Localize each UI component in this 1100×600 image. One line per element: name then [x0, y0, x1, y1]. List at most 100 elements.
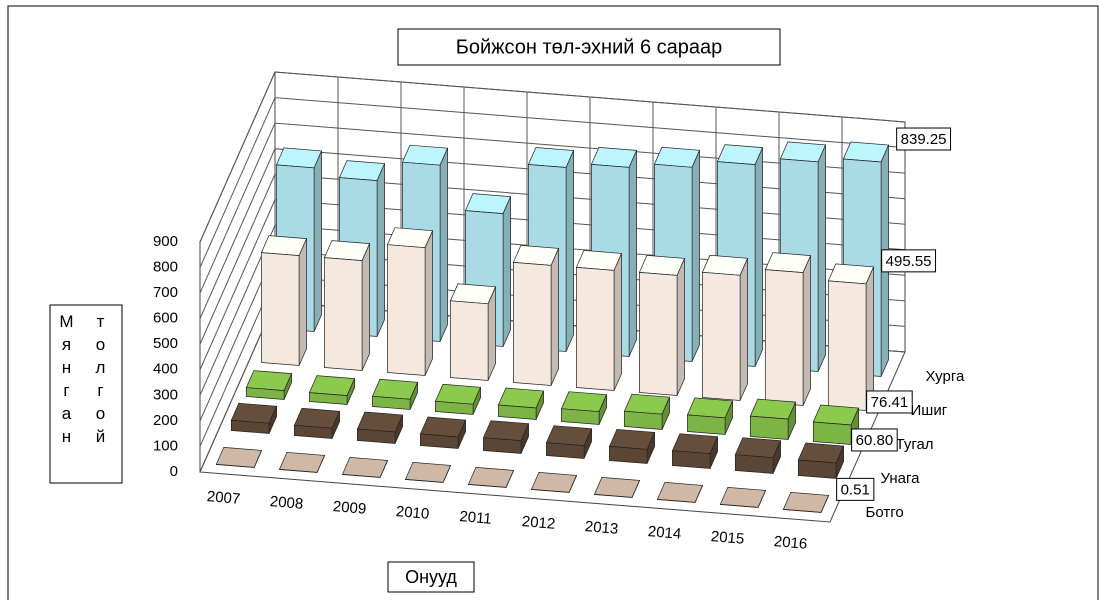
bar-front — [531, 489, 570, 493]
y-tick-label: 200 — [153, 412, 178, 429]
bar-front — [639, 272, 678, 396]
value-label: 495.55 — [886, 253, 932, 270]
grid-line — [199, 71, 906, 243]
bar-side — [313, 150, 322, 332]
bar-top — [608, 429, 656, 450]
bar-front — [450, 300, 489, 381]
bar — [608, 429, 656, 464]
bar-front — [245, 387, 285, 400]
bar-front — [827, 280, 867, 411]
y-tick-label: 700 — [153, 284, 178, 301]
grid-line — [199, 97, 906, 268]
bar — [764, 252, 812, 406]
bar-side — [550, 248, 559, 386]
series-label: Тугал — [896, 436, 934, 453]
chart-border — [7, 5, 1099, 600]
bar-front — [261, 252, 300, 366]
bar-front — [435, 400, 474, 415]
x-tick-label: 2010 — [395, 503, 430, 523]
bar-top — [497, 387, 545, 409]
bar-front — [279, 469, 318, 473]
bar — [623, 393, 671, 430]
bar-top — [386, 227, 434, 249]
x-tick-label: 2013 — [584, 518, 619, 538]
bar-top — [686, 397, 734, 419]
bar-top — [278, 452, 326, 473]
bar-top — [779, 141, 827, 163]
bar-side — [376, 163, 385, 337]
bar-side — [691, 150, 700, 362]
bar-top — [449, 283, 497, 305]
bar-top — [623, 393, 671, 415]
bar-front — [309, 392, 348, 405]
bar-top — [530, 472, 578, 493]
bar-top — [749, 398, 797, 420]
bar-top — [371, 378, 419, 400]
bar-top — [260, 235, 308, 256]
bar-top — [782, 492, 830, 513]
bar-front — [324, 257, 363, 371]
value-label: 76.41 — [871, 394, 909, 411]
bar-top — [308, 375, 356, 396]
bar — [341, 457, 389, 478]
bar-side — [754, 147, 763, 367]
bar-side — [361, 243, 370, 371]
bar-top — [575, 250, 623, 271]
bar — [260, 235, 308, 366]
bar — [434, 383, 482, 415]
bar-front — [513, 262, 552, 386]
bar-top — [467, 467, 515, 488]
y-tick-label: 300 — [153, 386, 178, 403]
bar-front — [576, 267, 615, 391]
bar-top — [719, 487, 767, 508]
bar — [449, 283, 497, 381]
bar — [656, 482, 704, 503]
value-label-box — [881, 249, 937, 273]
bar-front — [405, 479, 444, 483]
x-tick-label: 2009 — [332, 498, 367, 518]
bar-front — [797, 459, 837, 479]
bar — [638, 255, 686, 396]
y-tick-label: 100 — [153, 437, 178, 454]
bar-top — [842, 141, 890, 163]
series-label: Ботго — [866, 504, 904, 521]
bar-side — [865, 266, 874, 411]
bar-top — [593, 477, 641, 498]
bar-top — [638, 255, 686, 276]
bar — [797, 442, 845, 479]
bar — [782, 492, 830, 513]
bar-top — [482, 420, 530, 442]
y-axis-label: Мянган — [57, 312, 76, 450]
bar-top — [293, 407, 341, 429]
value-label: 0.51 — [841, 481, 870, 498]
bar-front — [420, 433, 459, 449]
bar — [734, 437, 782, 474]
bar-front — [764, 269, 804, 406]
bar-side — [628, 150, 637, 357]
bar-top — [827, 263, 875, 285]
bar — [467, 467, 515, 488]
bar-front — [812, 421, 852, 445]
bar — [530, 472, 578, 493]
bar — [482, 420, 530, 454]
bar-front — [657, 499, 696, 503]
y-tick-label: 800 — [153, 259, 178, 276]
y-label-box — [49, 304, 123, 484]
bar — [419, 416, 467, 449]
bar — [278, 452, 326, 473]
bar-top — [812, 404, 860, 426]
bar — [575, 250, 623, 391]
value-label: 839.25 — [901, 131, 947, 148]
y-tick-label: 500 — [153, 335, 178, 352]
bar-front — [357, 428, 396, 444]
y-tick-label: 0 — [170, 463, 178, 480]
bar — [386, 227, 434, 376]
bar — [560, 391, 608, 425]
bar-top — [797, 442, 845, 464]
bar-top — [512, 245, 560, 266]
bar-top — [323, 240, 371, 261]
bar — [497, 387, 545, 420]
bar-top — [734, 437, 782, 459]
bar-top — [671, 433, 719, 455]
series-label: Унага — [881, 470, 921, 487]
